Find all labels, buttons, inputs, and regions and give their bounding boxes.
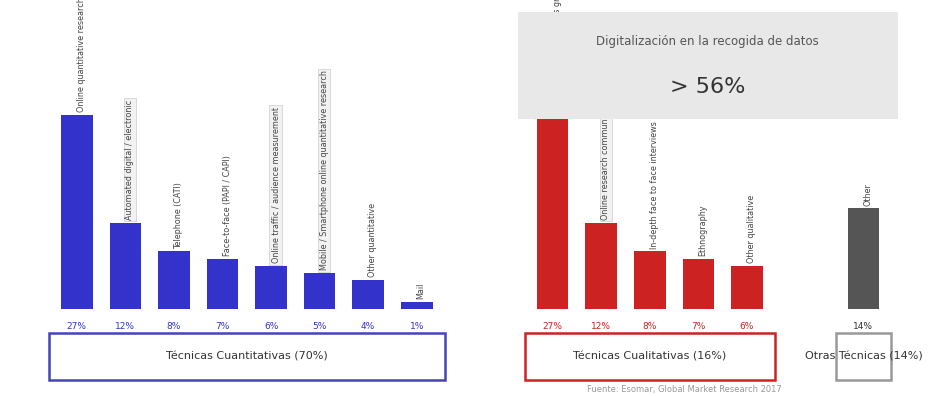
Bar <box>732 266 763 309</box>
Text: In-depth face to face interviews: In-depth face to face interviews <box>650 121 658 249</box>
Bar <box>634 251 666 309</box>
Bar <box>537 115 568 309</box>
Text: Online quantitative research: Online quantitative research <box>77 0 86 112</box>
Text: Online traffic / audience measurement: Online traffic / audience measurement <box>271 107 280 263</box>
Text: Other qualitative: Other qualitative <box>747 195 756 263</box>
Text: 8%: 8% <box>642 322 657 331</box>
Text: 5%: 5% <box>313 322 327 331</box>
Text: Online research communities: Online research communities <box>601 102 610 220</box>
Text: 27%: 27% <box>66 322 86 331</box>
Bar <box>401 302 432 309</box>
Bar <box>847 208 879 309</box>
Text: 6%: 6% <box>740 322 754 331</box>
Text: Mobile / Smartphone online quantitative research: Mobile / Smartphone online quantitative … <box>319 70 329 270</box>
Text: > 56%: > 56% <box>670 77 746 97</box>
Text: 8%: 8% <box>167 322 181 331</box>
Text: 7%: 7% <box>692 322 706 331</box>
Text: Group discussions / Focus groups: Group discussions / Focus groups <box>553 0 561 112</box>
Bar <box>352 280 384 309</box>
Text: Other quantitative: Other quantitative <box>369 203 377 277</box>
Bar <box>109 223 142 309</box>
Text: 1%: 1% <box>409 322 424 331</box>
Text: 12%: 12% <box>115 322 136 331</box>
Bar <box>61 115 93 309</box>
Text: Other: Other <box>864 183 872 206</box>
Text: Técnicas Cualitativas (16%): Técnicas Cualitativas (16%) <box>573 351 727 362</box>
Bar <box>158 251 190 309</box>
Text: 4%: 4% <box>361 322 375 331</box>
Text: Mail: Mail <box>417 282 426 299</box>
Bar <box>207 259 238 309</box>
Text: Ethnography: Ethnography <box>698 204 708 256</box>
Text: Digitalización en la recogida de datos: Digitalización en la recogida de datos <box>597 35 819 48</box>
Text: Otras Técnicas (14%): Otras Técnicas (14%) <box>805 351 922 362</box>
Text: 6%: 6% <box>264 322 278 331</box>
Bar <box>682 259 714 309</box>
Text: Telephone (CATI): Telephone (CATI) <box>174 182 183 249</box>
Bar <box>256 266 287 309</box>
Text: Automated digital / electronic: Automated digital / electronic <box>125 100 134 220</box>
Bar <box>304 273 335 309</box>
Text: Técnicas Cuantitativas (70%): Técnicas Cuantitativas (70%) <box>166 351 328 362</box>
Text: Face-to-face (PAPI / CAPI): Face-to-face (PAPI / CAPI) <box>222 155 232 256</box>
Text: Fuente: Esomar, Global Market Research 2017: Fuente: Esomar, Global Market Research 2… <box>586 385 781 394</box>
Text: 12%: 12% <box>591 322 611 331</box>
Bar <box>585 223 618 309</box>
Text: 27%: 27% <box>542 322 562 331</box>
Text: 14%: 14% <box>853 322 873 331</box>
Text: 7%: 7% <box>216 322 230 331</box>
